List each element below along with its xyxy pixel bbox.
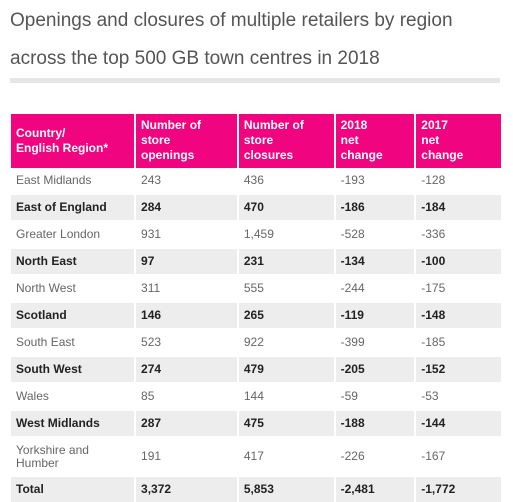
- cell-net-2017: -152: [416, 355, 501, 382]
- cell-closures: 475: [238, 409, 334, 436]
- cell-net-2017: -175: [416, 274, 501, 301]
- cell-net-2018: -59: [335, 382, 415, 409]
- table-row: South East 523 922 -399 -185: [11, 328, 501, 355]
- table-row: North East 97 231 -134 -100: [11, 247, 501, 274]
- cell-region: Scotland: [11, 301, 135, 328]
- cell-net-2018: -188: [335, 409, 415, 436]
- table-row: West Midlands 287 475 -188 -144: [11, 409, 501, 436]
- cell-net-2018: -226: [335, 436, 415, 475]
- cell-net-2018: -193: [335, 168, 415, 193]
- cell-net-2017: -128: [416, 168, 501, 193]
- cell-closures: 436: [238, 168, 334, 193]
- table-row: Greater London 931 1,459 -528 -336: [11, 220, 501, 247]
- cell-region: North East: [11, 247, 135, 274]
- cell-net-2017: -100: [416, 247, 501, 274]
- cell-closures: 1,459: [238, 220, 334, 247]
- cell-closures: 144: [238, 382, 334, 409]
- header-2017-net: 2017 net change: [416, 114, 501, 168]
- cell-region: Total: [11, 475, 135, 502]
- cell-net-2018: -244: [335, 274, 415, 301]
- cell-openings: 191: [136, 436, 237, 475]
- table-row: Yorkshire and Humber 191 417 -226 -167: [11, 436, 501, 475]
- cell-openings: 85: [136, 382, 237, 409]
- cell-closures: 470: [238, 193, 334, 220]
- cell-net-2017: -1,772: [416, 475, 501, 502]
- cell-openings: 97: [136, 247, 237, 274]
- cell-net-2017: -144: [416, 409, 501, 436]
- cell-region: West Midlands: [11, 409, 135, 436]
- table-body: East Midlands 243 436 -193 -128 East of Engla…: [11, 168, 501, 502]
- chart-title: Openings and closures of multiple retail…: [10, 10, 453, 69]
- header-row: Country/ English Region* Number of store…: [11, 114, 501, 168]
- cell-net-2018: -134: [335, 247, 415, 274]
- cell-net-2017: -148: [416, 301, 501, 328]
- cell-net-2018: -2,481: [335, 475, 415, 502]
- cell-region: South East: [11, 328, 135, 355]
- cell-region: Greater London: [11, 220, 135, 247]
- cell-net-2017: -184: [416, 193, 501, 220]
- cell-closures: 417: [238, 436, 334, 475]
- cell-net-2018: -119: [335, 301, 415, 328]
- header-closures: Number of store closures: [238, 114, 334, 168]
- total-row: Total 3,372 5,853 -2,481 -1,772: [11, 475, 501, 502]
- cell-region: South West: [11, 355, 135, 382]
- cell-region: East Midlands: [11, 168, 135, 193]
- cell-openings: 243: [136, 168, 237, 193]
- cell-openings: 3,372: [136, 475, 237, 502]
- cell-closures: 265: [238, 301, 334, 328]
- cell-openings: 931: [136, 220, 237, 247]
- cell-openings: 146: [136, 301, 237, 328]
- cell-closures: 231: [238, 247, 334, 274]
- cell-region: Wales: [11, 382, 135, 409]
- title-divider: [10, 78, 500, 83]
- cell-net-2017: -167: [416, 436, 501, 475]
- cell-closures: 479: [238, 355, 334, 382]
- cell-net-2017: -336: [416, 220, 501, 247]
- cell-net-2018: -205: [335, 355, 415, 382]
- cell-openings: 287: [136, 409, 237, 436]
- cell-region: Yorkshire and Humber: [11, 436, 135, 475]
- cell-net-2017: -53: [416, 382, 501, 409]
- cell-openings: 274: [136, 355, 237, 382]
- header-openings: Number of store openings: [136, 114, 237, 168]
- cell-net-2018: -186: [335, 193, 415, 220]
- cell-net-2018: -399: [335, 328, 415, 355]
- cell-region: East of England: [11, 193, 135, 220]
- cell-region: North West: [11, 274, 135, 301]
- cell-openings: 284: [136, 193, 237, 220]
- cell-openings: 311: [136, 274, 237, 301]
- table-row: South West 274 479 -205 -152: [11, 355, 501, 382]
- table-row: North West 311 555 -244 -175: [11, 274, 501, 301]
- cell-closures: 5,853: [238, 475, 334, 502]
- table-row: Wales 85 144 -59 -53: [11, 382, 501, 409]
- data-table: Country/ English Region* Number of store…: [9, 114, 503, 502]
- table-row: Scotland 146 265 -119 -148: [11, 301, 501, 328]
- table-row: East of England 284 470 -186 -184: [11, 193, 501, 220]
- header-region: Country/ English Region*: [11, 114, 135, 168]
- cell-closures: 555: [238, 274, 334, 301]
- cell-net-2017: -185: [416, 328, 501, 355]
- cell-closures: 922: [238, 328, 334, 355]
- table-row: East Midlands 243 436 -193 -128: [11, 168, 501, 193]
- header-2018-net: 2018 net change: [335, 114, 415, 168]
- cell-net-2018: -528: [335, 220, 415, 247]
- cell-openings: 523: [136, 328, 237, 355]
